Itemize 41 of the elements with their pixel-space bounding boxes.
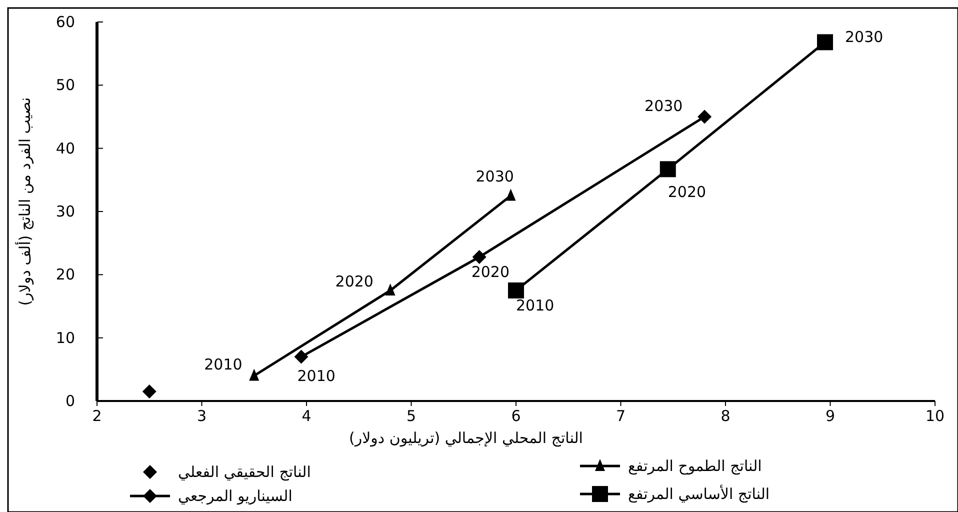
y-tick-label: 50	[56, 76, 75, 94]
point	[698, 110, 712, 124]
annotation: 2010	[297, 366, 336, 385]
legend-label: الناتج الحقيقي الفعلي	[178, 463, 311, 481]
x-tick-label: 9	[825, 407, 836, 425]
x-tick-label: 2	[92, 407, 102, 425]
point	[249, 368, 260, 381]
point	[142, 384, 156, 399]
annotation: 2020	[471, 262, 510, 281]
y-axis-title: نصيب الفرد من الناتج (ألف دولار)	[15, 97, 34, 306]
point	[506, 188, 516, 201]
point	[660, 161, 676, 178]
annotation: 2010	[516, 296, 554, 314]
annotation: 2030	[845, 28, 884, 46]
y-tick-label: 20	[56, 266, 75, 284]
annotation: 2020	[668, 183, 706, 202]
legend-label: الناتج الأساسي المرتفع	[628, 484, 770, 503]
point	[508, 282, 524, 298]
legend-label: السيناريو المرجعي	[178, 487, 292, 505]
legend-label: الناتج الطموح المرتفع	[628, 457, 762, 475]
point	[385, 283, 396, 296]
x-tick-label: 6	[511, 407, 521, 425]
y-tick-label: 30	[56, 202, 75, 220]
y-tick-label: 40	[56, 139, 75, 158]
annotation: 2010	[204, 356, 242, 374]
x-tick-label: 3	[196, 407, 207, 425]
x-tick-label: 8	[720, 407, 730, 425]
point	[817, 34, 834, 50]
y-tick-label: 0	[65, 392, 75, 410]
x-tick-label: 7	[616, 407, 626, 425]
annotation: 2020	[335, 272, 374, 290]
x-tick-label: 5	[406, 407, 416, 425]
y-tick-label: 10	[56, 328, 75, 347]
x-tick-label: 10	[925, 407, 945, 425]
x-tick-label: 4	[302, 407, 312, 425]
annotation: 2030	[476, 168, 514, 186]
x-axis-title: الناتج المحلي الإجمالي (تريليون دولار)	[349, 429, 583, 447]
y-tick-label: 60	[56, 13, 75, 31]
point	[294, 350, 308, 364]
annotation: 2030	[644, 96, 683, 115]
point	[472, 250, 486, 264]
